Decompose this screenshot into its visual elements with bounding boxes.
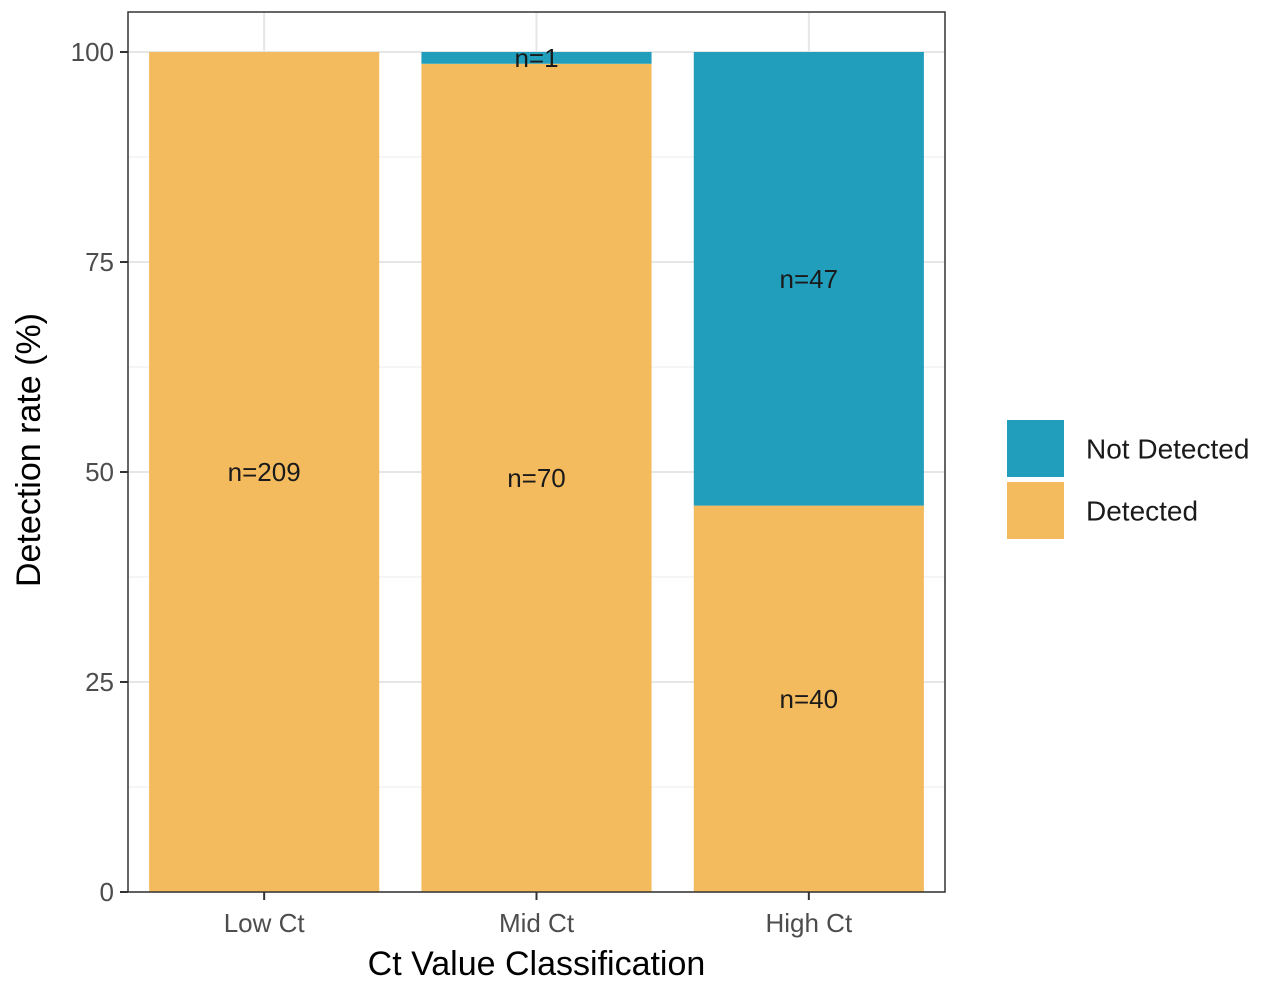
bars xyxy=(149,52,924,892)
y-axis: 0 25 50 75 100 xyxy=(71,37,128,907)
y-tick-label: 100 xyxy=(71,37,114,67)
legend: Not Detected Detected xyxy=(1007,420,1249,539)
legend-label: Detected xyxy=(1086,496,1198,527)
bar-detected-mid-ct xyxy=(421,63,652,892)
bar-label: n=47 xyxy=(780,264,839,294)
bar-labels: n=209 n=70 n=1 n=40 n=47 xyxy=(228,43,838,714)
bar-detected-low-ct xyxy=(149,52,380,892)
y-axis-title: Detection rate (%) xyxy=(10,313,48,587)
x-tick-label: Mid Ct xyxy=(499,908,575,938)
x-axis-title: Ct Value Classification xyxy=(368,945,706,983)
x-tick-label: High Ct xyxy=(765,908,852,938)
y-tick-label: 25 xyxy=(85,667,114,697)
bar-label: n=209 xyxy=(228,457,301,487)
bar-detected-high-ct xyxy=(693,505,924,892)
bar-not-detected-high-ct xyxy=(693,52,924,506)
x-tick-label: Low Ct xyxy=(224,908,306,938)
legend-key-not-detected xyxy=(1007,420,1064,477)
x-axis: Low Ct Mid Ct High Ct xyxy=(224,892,853,938)
legend-key-detected xyxy=(1007,482,1064,539)
bar-label: n=40 xyxy=(780,684,839,714)
legend-label: Not Detected xyxy=(1086,434,1249,465)
y-tick-label: 75 xyxy=(85,247,114,277)
y-tick-label: 50 xyxy=(85,457,114,487)
bar-label: n=1 xyxy=(514,43,558,73)
bar-label: n=70 xyxy=(507,463,566,493)
y-tick-label: 0 xyxy=(100,877,114,907)
bar-not-detected-mid-ct xyxy=(421,52,652,64)
